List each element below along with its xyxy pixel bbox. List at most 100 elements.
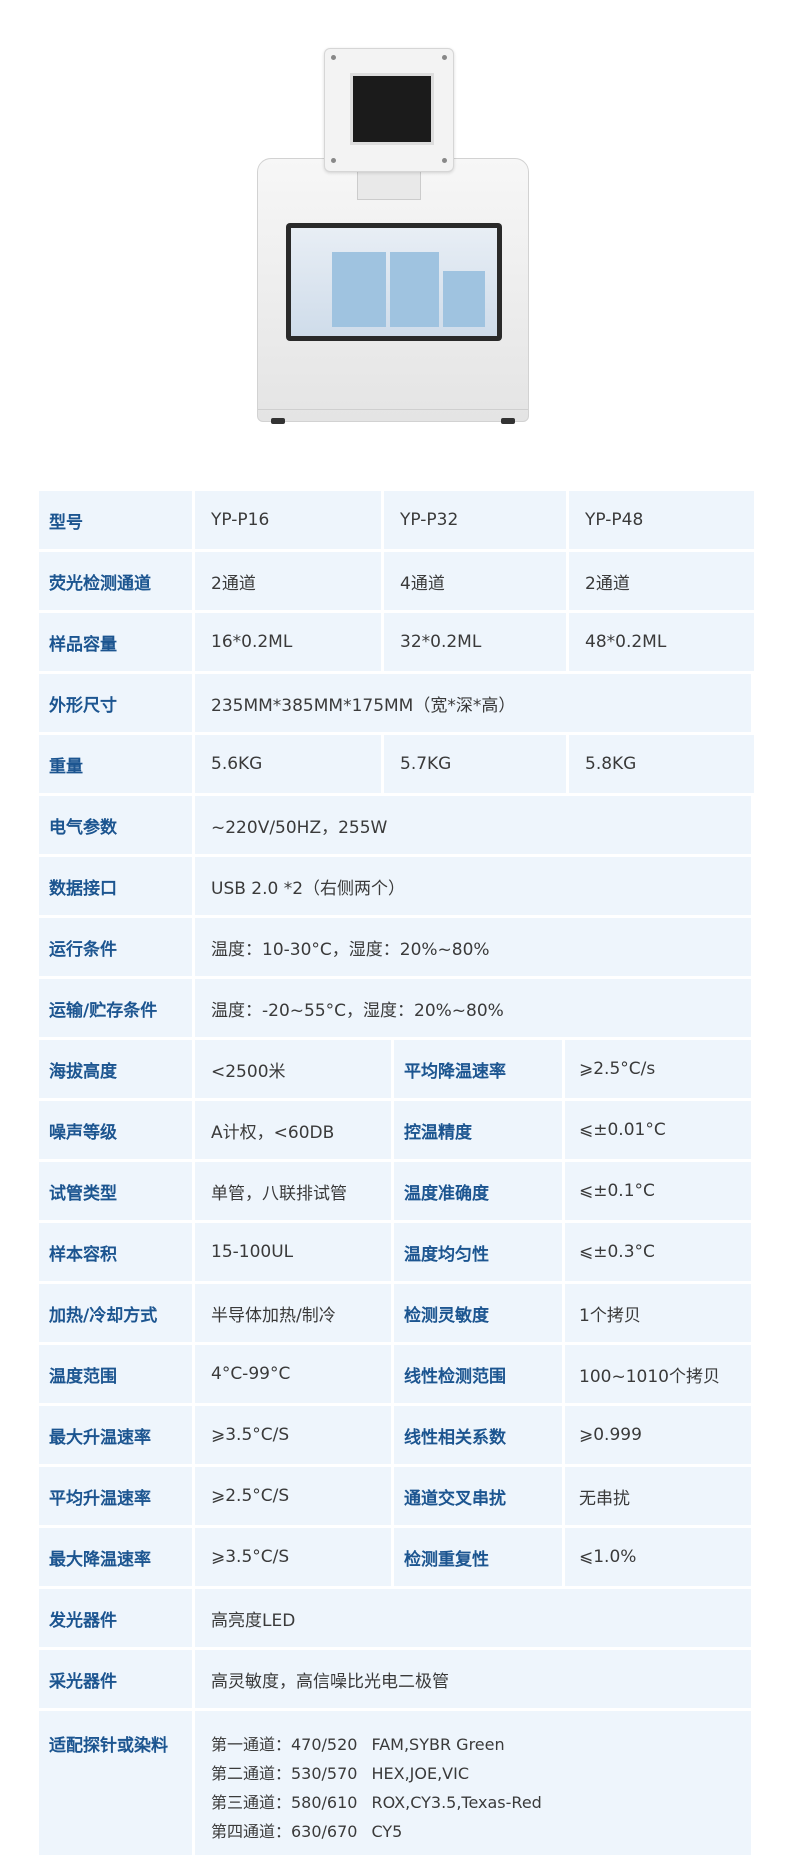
spec-label: 电气参数 [39, 796, 192, 854]
spec-row: 采光器件 高灵敏度，高信噪比光电二极管 [39, 1650, 754, 1708]
pcr-instrument-photo [257, 48, 529, 433]
spec-table: 型号 YP-P16 YP-P32 YP-P48 荧光检测通道 2通道 4通道 2通道 样品容量 1… [39, 491, 754, 1855]
spec-value: 高灵敏度，高信噪比光电二极管 [195, 1650, 751, 1708]
spec-label: 运输/贮存条件 [39, 979, 192, 1037]
channel-line: 第四通道：630/670 CY5 [211, 1818, 542, 1842]
spec-value: 单管，八联排试管 [195, 1162, 391, 1220]
spec-value: 温度：10-30°C，湿度：20%~80% [195, 918, 751, 976]
spec-label: 运行条件 [39, 918, 192, 976]
spec-value: 4通道 [384, 552, 566, 610]
spec-label: 型号 [39, 491, 192, 549]
spec-label: 海拔高度 [39, 1040, 192, 1098]
spec-label: 线性相关系数 [394, 1406, 562, 1464]
spec-value: 2通道 [195, 552, 381, 610]
spec-value: ⩾2.5°C/s [565, 1040, 751, 1098]
spec-row: 外形尺寸 235MM*385MM*175MM（宽*深*高） [39, 674, 754, 732]
spec-value: 4°C-99°C [195, 1345, 391, 1403]
channel-dyes: HEX,JOE,VIC [371, 1764, 470, 1783]
spec-label: 样本容积 [39, 1223, 192, 1281]
spec-value: ⩾3.5°C/S [195, 1406, 391, 1464]
spec-row: 运输/贮存条件 温度：-20~55°C，湿度：20%~80% [39, 979, 754, 1037]
spec-label: 最大升温速率 [39, 1406, 192, 1464]
touch-screen [286, 223, 502, 341]
spec-value: 48*0.2ML [569, 613, 754, 671]
channel-line: 第二通道：530/570 HEX,JOE,VIC [211, 1760, 542, 1784]
channel-line: 第三通道：580/610 ROX,CY3.5,Texas-Red [211, 1789, 542, 1813]
spec-value: YP-P32 [384, 491, 566, 549]
spec-value: ⩾3.5°C/S [195, 1528, 391, 1586]
spec-label: 加热/冷却方式 [39, 1284, 192, 1342]
channel-dyes: ROX,CY3.5,Texas-Red [371, 1793, 542, 1812]
spec-row: 噪声等级 A计权，<60DB 控温精度 ⩽±0.01°C [39, 1101, 754, 1159]
spec-value: 1个拷贝 [565, 1284, 751, 1342]
spec-value: 235MM*385MM*175MM（宽*深*高） [195, 674, 751, 732]
spec-label: 温度准确度 [394, 1162, 562, 1220]
spec-value: ⩽±0.1°C [565, 1162, 751, 1220]
spec-label: 发光器件 [39, 1589, 192, 1647]
spec-label: 平均降温速率 [394, 1040, 562, 1098]
spec-row: 发光器件 高亮度LED [39, 1589, 754, 1647]
channel-wavelength: 第三通道：580/610 [211, 1793, 358, 1812]
spec-value: USB 2.0 *2（右侧两个） [195, 857, 751, 915]
spec-value: 15-100UL [195, 1223, 391, 1281]
spec-row: 样本容积 15-100UL 温度均匀性 ⩽±0.3°C [39, 1223, 754, 1281]
spec-label: 重量 [39, 735, 192, 793]
spec-row: 适配探针或染料 第一通道：470/520 FAM,SYBR Green 第二通道：53… [39, 1711, 754, 1855]
spec-value: ~220V/50HZ，255W [195, 796, 751, 854]
spec-row: 最大升温速率 ⩾3.5°C/S 线性相关系数 ⩾0.999 [39, 1406, 754, 1464]
spec-value: 2通道 [569, 552, 754, 610]
spec-label: 样品容量 [39, 613, 192, 671]
spec-row: 运行条件 温度：10-30°C，湿度：20%~80% [39, 918, 754, 976]
spec-value: ⩽1.0% [565, 1528, 751, 1586]
channel-dyes: CY5 [371, 1822, 403, 1841]
spec-value: 无串扰 [565, 1467, 751, 1525]
spec-value: 5.7KG [384, 735, 566, 793]
spec-value: ⩽±0.01°C [565, 1101, 751, 1159]
spec-value: 半导体加热/制冷 [195, 1284, 391, 1342]
spec-label: 采光器件 [39, 1650, 192, 1708]
spec-row: 加热/冷却方式 半导体加热/制冷 检测灵敏度 1个拷贝 [39, 1284, 754, 1342]
spec-row: 数据接口 USB 2.0 *2（右侧两个） [39, 857, 754, 915]
spec-row: 试管类型 单管，八联排试管 温度准确度 ⩽±0.1°C [39, 1162, 754, 1220]
spec-value: YP-P48 [569, 491, 754, 549]
spec-row: 荧光检测通道 2通道 4通道 2通道 [39, 552, 754, 610]
channel-wavelength: 第二通道：530/570 [211, 1764, 358, 1783]
instrument-body [257, 158, 529, 422]
spec-value: ⩾2.5°C/S [195, 1467, 391, 1525]
spec-label: 外形尺寸 [39, 674, 192, 732]
spec-label: 检测重复性 [394, 1528, 562, 1586]
spec-label: 最大降温速率 [39, 1528, 192, 1586]
spec-label: 平均升温速率 [39, 1467, 192, 1525]
spec-row: 最大降温速率 ⩾3.5°C/S 检测重复性 ⩽1.0% [39, 1528, 754, 1586]
spec-row: 重量 5.6KG 5.7KG 5.8KG [39, 735, 754, 793]
instrument-lid [324, 48, 454, 172]
spec-row: 温度范围 4°C-99°C 线性检测范围 100~1010个拷贝 [39, 1345, 754, 1403]
spec-value: <2500米 [195, 1040, 391, 1098]
spec-label: 荧光检测通道 [39, 552, 192, 610]
spec-label: 温度范围 [39, 1345, 192, 1403]
spec-value: ⩾0.999 [565, 1406, 751, 1464]
spec-label: 试管类型 [39, 1162, 192, 1220]
spec-value: 16*0.2ML [195, 613, 381, 671]
spec-row: 平均升温速率 ⩾2.5°C/S 通道交叉串扰 无串扰 [39, 1467, 754, 1525]
spec-row: 样品容量 16*0.2ML 32*0.2ML 48*0.2ML [39, 613, 754, 671]
spec-label: 控温精度 [394, 1101, 562, 1159]
spec-value: YP-P16 [195, 491, 381, 549]
spec-value: ⩽±0.3°C [565, 1223, 751, 1281]
spec-row: 型号 YP-P16 YP-P32 YP-P48 [39, 491, 754, 549]
spec-value-list: 第一通道：470/520 FAM,SYBR Green 第二通道：530/570 HE… [195, 1711, 751, 1855]
spec-value: 温度：-20~55°C，湿度：20%~80% [195, 979, 751, 1037]
spec-label: 温度均匀性 [394, 1223, 562, 1281]
spec-row: 海拔高度 <2500米 平均降温速率 ⩾2.5°C/s [39, 1040, 754, 1098]
spec-value: 5.6KG [195, 735, 381, 793]
spec-value: A计权，<60DB [195, 1101, 391, 1159]
spec-label: 适配探针或染料 [39, 1711, 192, 1855]
channel-line: 第一通道：470/520 FAM,SYBR Green [211, 1731, 542, 1755]
spec-label: 数据接口 [39, 857, 192, 915]
spec-value: 32*0.2ML [384, 613, 566, 671]
spec-label: 检测灵敏度 [394, 1284, 562, 1342]
spec-label: 通道交叉串扰 [394, 1467, 562, 1525]
spec-value: 高亮度LED [195, 1589, 751, 1647]
spec-value: 100~1010个拷贝 [565, 1345, 751, 1403]
channel-wavelength: 第一通道：470/520 [211, 1735, 358, 1754]
